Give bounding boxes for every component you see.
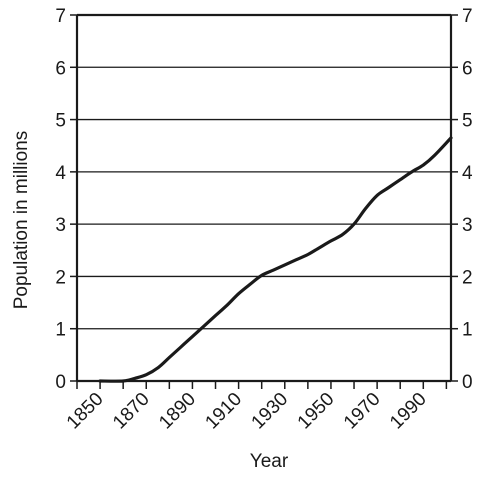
y-tick-label-right: 6 xyxy=(462,58,473,79)
y-tick-label-right: 7 xyxy=(462,6,473,27)
y-tick-label-left: 1 xyxy=(55,320,66,341)
y-tick-label-right: 2 xyxy=(462,267,473,288)
y-tick-label-right: 3 xyxy=(462,215,473,236)
x-axis-title: Year xyxy=(250,451,289,472)
y-axis-title: Population in millions xyxy=(11,131,32,310)
y-tick-label-left: 0 xyxy=(55,372,66,393)
x-tick-label: 1890 xyxy=(155,389,200,434)
y-tick-label-left: 7 xyxy=(55,6,66,27)
x-tick-label: 1930 xyxy=(248,389,293,434)
x-tick-label: 1970 xyxy=(340,389,385,434)
x-tick-label: 1850 xyxy=(63,389,108,434)
y-tick-label-right: 1 xyxy=(462,320,473,341)
y-tick-label-left: 3 xyxy=(55,215,66,236)
series xyxy=(98,136,453,383)
axes xyxy=(75,13,453,383)
gridlines xyxy=(77,66,451,330)
x-tick-label: 1870 xyxy=(109,389,154,434)
y-tick-label-right: 5 xyxy=(462,111,473,132)
x-tick-label: 1950 xyxy=(294,389,339,434)
x-tick-label: 1990 xyxy=(386,389,431,434)
y-tick-label-left: 4 xyxy=(55,163,66,184)
y-tick-label-left: 2 xyxy=(55,267,66,288)
ticks: 0 0 1 1 2 2 3 3 4 4 5 5 6 6 7 7 1850 1870 1890 1910 1930 1950… xyxy=(55,6,473,433)
x-tick-label: 1910 xyxy=(201,389,246,434)
population-line xyxy=(98,136,453,383)
y-tick-label-left: 6 xyxy=(55,58,66,79)
y-tick-label-right: 0 xyxy=(462,372,473,393)
y-tick-label-left: 5 xyxy=(55,111,66,132)
y-tick-label-right: 4 xyxy=(462,163,473,184)
